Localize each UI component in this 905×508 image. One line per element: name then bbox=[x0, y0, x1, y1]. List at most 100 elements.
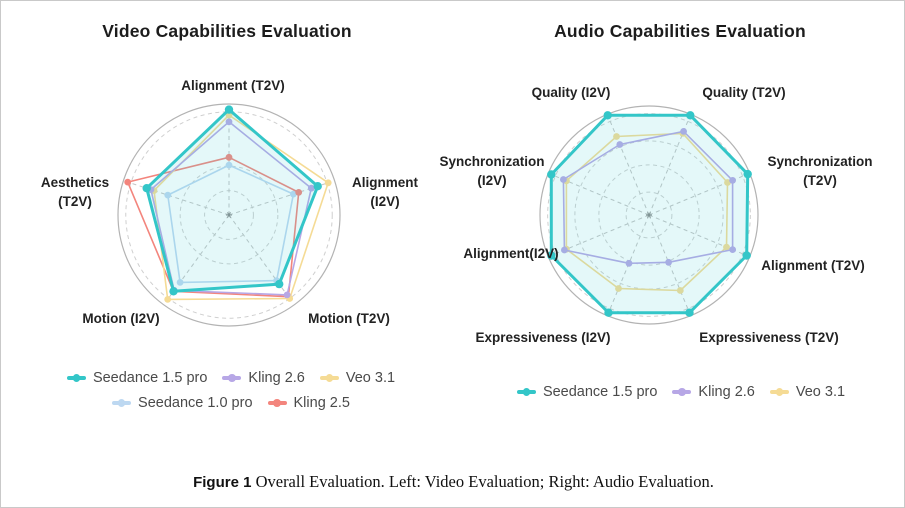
series-kling-2-6-point bbox=[729, 246, 736, 254]
center-mark bbox=[647, 212, 651, 218]
video-radar-chart: Alignment (T2V) Alignment (I2V) Motion (T2V… bbox=[41, 78, 419, 327]
axis-label-alignment-i2v: Alignment(I2V) bbox=[352, 175, 419, 209]
video-chart-title: Video Capabilities Evaluation bbox=[102, 21, 352, 41]
series-seedance-1-5-pro-point bbox=[142, 184, 151, 193]
legend-label: Kling 2.6 bbox=[698, 384, 755, 400]
outer-circle bbox=[117, 103, 341, 327]
legend-marker-icon bbox=[222, 373, 242, 383]
axis-label-expressiveness-i2v: Expressiveness (I2V) bbox=[475, 330, 610, 345]
legend-label: Seedance 1.0 pro bbox=[138, 395, 253, 411]
axis-label-alignment-t2v: Alignment (T2V) bbox=[761, 258, 865, 273]
legend-item-kling-2-6: Kling 2.6 bbox=[222, 370, 305, 386]
series-kling-2-6-point bbox=[561, 246, 568, 254]
axis-label-motion-t2v: Motion (T2V) bbox=[308, 311, 390, 326]
series-seedance-1-5-pro-polygon bbox=[549, 113, 750, 315]
grid-ring bbox=[598, 164, 700, 266]
series-seedance-1-5-pro-point bbox=[603, 111, 612, 120]
legend-marker-icon bbox=[516, 387, 536, 397]
legend-row: Seedance 1.5 pro Kling 2.6 Veo 3.1 bbox=[66, 370, 396, 386]
legend-item-veo-3-1: Veo 3.1 bbox=[319, 370, 396, 386]
series-seedance-1-5-pro-point bbox=[224, 105, 234, 114]
video-chart-legend: Seedance 1.5 pro Kling 2.6 Veo 3.1 Seedance… bbox=[16, 370, 446, 411]
series-seedance-1-5-pro-point bbox=[686, 111, 695, 120]
audio-chart-title: Audio Capabilities Evaluation bbox=[554, 21, 806, 41]
grid-ring bbox=[547, 113, 751, 317]
series-kling-2-5-point bbox=[295, 189, 303, 196]
legend-marker-icon bbox=[319, 373, 339, 383]
series-veo-3-1-point bbox=[324, 179, 332, 187]
legend-item-seedance-1-0-pro: Seedance 1.0 pro bbox=[112, 395, 253, 411]
series-seedance-1-5-pro-point bbox=[742, 251, 751, 260]
series-veo-3-1-polygon bbox=[153, 114, 330, 301]
series-seedance-1-5-pro-point bbox=[604, 308, 613, 317]
grid-spoke bbox=[648, 121, 689, 216]
grid-ring bbox=[625, 191, 673, 239]
series-veo-3-1-point bbox=[615, 285, 622, 292]
legend-label: Kling 2.5 bbox=[293, 395, 350, 411]
series-seedance-1-5-pro-point bbox=[685, 308, 694, 317]
series-veo-3-1-point bbox=[613, 133, 620, 140]
axis-label-synchronization-t2v: Synchronization (T2V) bbox=[767, 154, 872, 188]
legend-row: Seedance 1.0 pro Kling 2.5 bbox=[112, 395, 350, 411]
legend-item-seedance-1-5-pro: Seedance 1.5 pro bbox=[516, 384, 658, 400]
series-seedance-1-5-pro-point bbox=[547, 251, 556, 260]
grid-spoke bbox=[555, 214, 650, 255]
series-seedance-1-0-pro-point bbox=[164, 191, 172, 199]
legend-item-seedance-1-5-pro: Seedance 1.5 pro bbox=[66, 370, 208, 386]
series-seedance-1-5-pro-point bbox=[547, 170, 556, 179]
grid-ring bbox=[179, 165, 279, 265]
series-kling-2-6-point bbox=[665, 258, 672, 266]
legend-marker-icon bbox=[267, 398, 287, 408]
series-kling-2-6-polygon bbox=[150, 121, 313, 296]
audio-chart-legend: Seedance 1.5 pro Kling 2.6 Veo 3.1 bbox=[466, 384, 896, 400]
axis-label-synchronization-i2v: Synchronization (I2V) bbox=[439, 154, 544, 188]
figure-caption-label: Figure 1 bbox=[193, 474, 252, 491]
legend-marker-icon bbox=[672, 387, 692, 397]
series-seedance-1-5-pro-point bbox=[275, 279, 284, 289]
legend-label: Seedance 1.5 pro bbox=[542, 384, 658, 400]
grid-spoke bbox=[609, 214, 650, 309]
series-kling-2-6-point bbox=[283, 291, 291, 299]
series-veo-3-1-point bbox=[676, 287, 684, 294]
figure-caption: Figure 1 Overall Evaluation. Left: Video… bbox=[1, 472, 904, 492]
series-kling-2-6-point bbox=[625, 259, 633, 267]
legend-item-kling-2-6: Kling 2.6 bbox=[672, 384, 755, 400]
legend-label: Veo 3.1 bbox=[795, 384, 846, 400]
series-seedance-1-0-pro-point bbox=[225, 161, 233, 169]
series-seedance-1-0-pro-polygon bbox=[167, 164, 295, 284]
series-seedance-1-0-pro-point bbox=[290, 190, 297, 198]
legend-label: Seedance 1.5 pro bbox=[92, 370, 208, 386]
legend-marker-icon bbox=[112, 398, 132, 408]
legend-item-veo-3-1: Veo 3.1 bbox=[769, 384, 846, 400]
series-kling-2-6-point bbox=[307, 184, 315, 192]
series-kling-2-6-point bbox=[729, 177, 736, 184]
axis-label-quality-t2v: Quality (T2V) bbox=[702, 85, 785, 100]
grid-spoke bbox=[555, 175, 650, 216]
legend-marker-icon bbox=[66, 373, 86, 383]
legend-item-kling-2-5: Kling 2.5 bbox=[267, 395, 350, 411]
axis-label-alignment-t2v: Alignment (T2V) bbox=[181, 78, 285, 93]
series-veo-3-1-point bbox=[723, 243, 730, 251]
grid-ring bbox=[125, 111, 333, 319]
axis-label-alignment-i2v: Alignment(I2V) bbox=[463, 246, 558, 261]
axis-label-motion-i2v: Motion (I2V) bbox=[82, 311, 159, 326]
series-seedance-1-0-pro-point bbox=[176, 279, 184, 286]
series-kling-2-5-polygon bbox=[126, 156, 300, 298]
axis-label-expressiveness-t2v: Expressiveness (T2V) bbox=[699, 330, 839, 345]
outer-circle bbox=[539, 105, 759, 325]
series-kling-2-6-point bbox=[225, 118, 233, 126]
series-kling-2-5-point bbox=[225, 153, 233, 161]
series-veo-3-1-point bbox=[724, 179, 731, 186]
axis-label-quality-i2v: Quality (I2V) bbox=[532, 85, 611, 100]
figure-caption-text: Overall Evaluation. Left: Video Evaluati… bbox=[251, 472, 714, 491]
series-seedance-1-5-pro-polygon bbox=[145, 108, 320, 293]
audio-radar-chart: Quality (T2V) Synchronization (T2V) Alignme… bbox=[439, 85, 872, 345]
series-kling-2-6-point bbox=[680, 127, 687, 135]
legend-marker-icon bbox=[769, 387, 789, 397]
legend-label: Kling 2.6 bbox=[248, 370, 305, 386]
legend-label: Veo 3.1 bbox=[345, 370, 396, 386]
series-kling-2-5-point bbox=[124, 178, 132, 186]
series-seedance-1-5-pro-point bbox=[169, 287, 178, 296]
